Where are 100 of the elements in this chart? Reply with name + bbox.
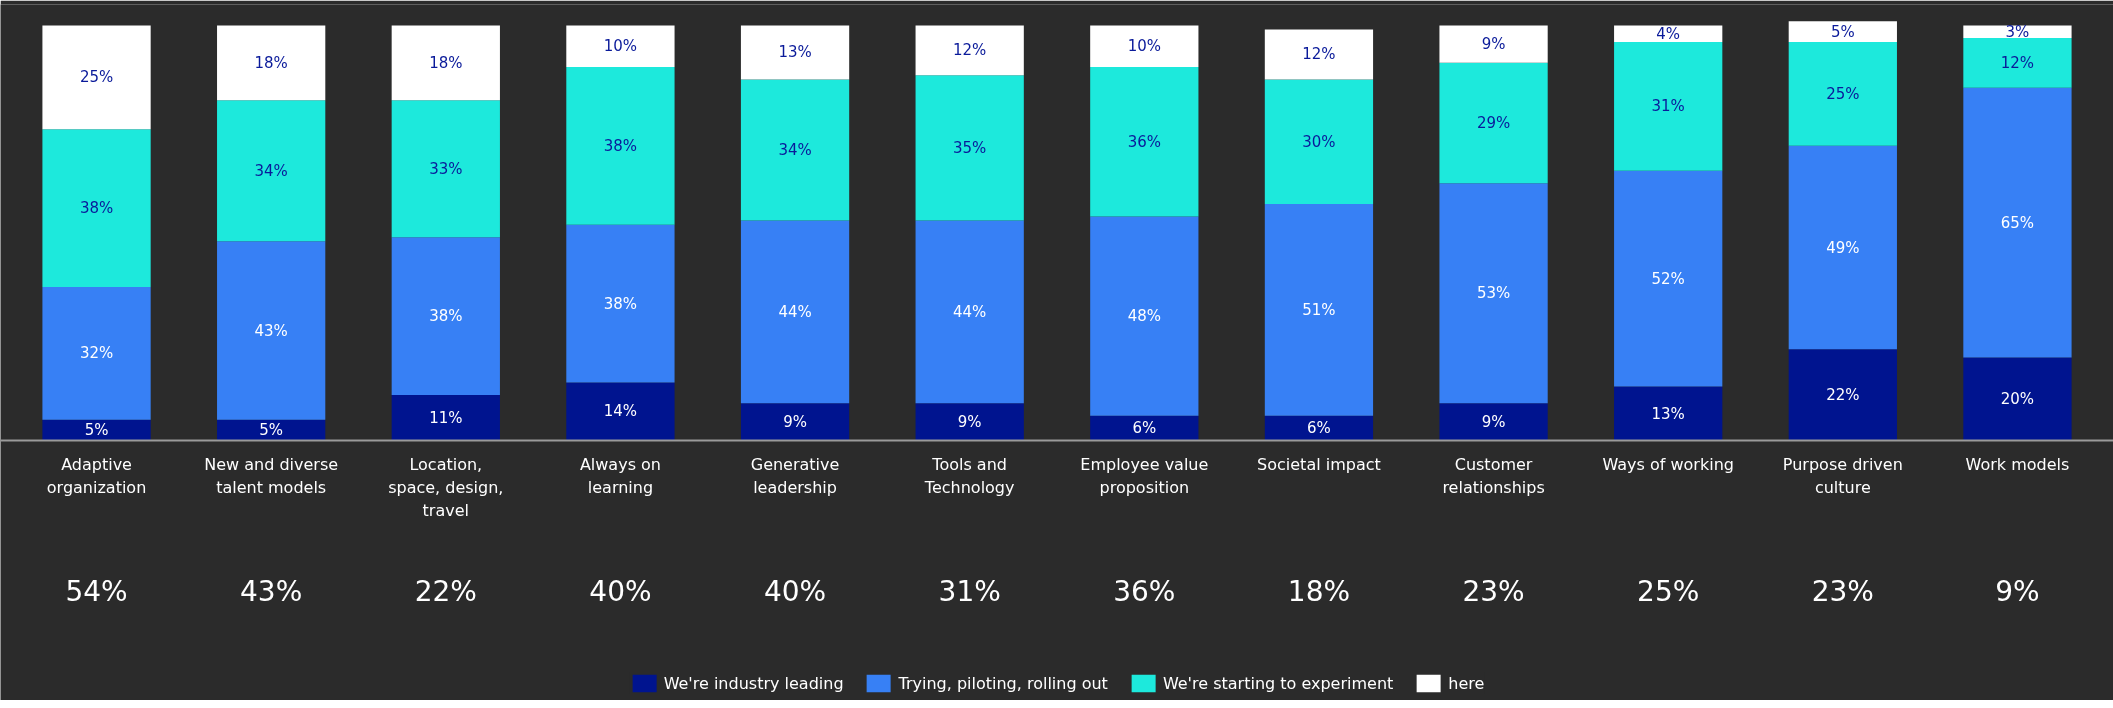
text: 40% (589, 574, 652, 608)
bar (1264, 203, 1374, 416)
text: 31% (938, 574, 1001, 608)
bar (1963, 87, 2072, 358)
data-label: 43% (254, 321, 288, 340)
bar (1614, 42, 1723, 171)
bar (1614, 170, 1723, 387)
data-label: 29% (1476, 113, 1511, 132)
data-label: 34% (778, 140, 812, 159)
text: 25% (1637, 574, 1700, 608)
data-label: 6% (1132, 419, 1157, 438)
bar (217, 241, 326, 420)
x-tick-label: Location, space, design, travel (388, 455, 504, 520)
x-tick-label: Tools and Technology (923, 455, 1015, 498)
x-tick-label: Customer relationships (1442, 455, 1545, 498)
x-tick-label: Work models (1965, 455, 2070, 475)
bar (42, 129, 151, 287)
data-label: 18% (429, 53, 463, 72)
bar (391, 394, 500, 441)
data-label: 12% (2000, 53, 2035, 72)
data-label: 33% (429, 159, 463, 178)
data-label: 3% (2005, 22, 2030, 41)
data-label: 12% (1302, 45, 1336, 64)
data-label: 52% (1651, 269, 1685, 288)
bar (217, 25, 326, 101)
bar (1614, 25, 1723, 43)
data-label: 5% (259, 421, 284, 440)
data-label: 9% (1481, 35, 1506, 54)
bar (566, 66, 675, 225)
bar (1090, 25, 1199, 67)
bar (1264, 29, 1374, 80)
data-label: 22% (1826, 385, 1860, 404)
bar (740, 25, 850, 80)
bar (1439, 183, 1548, 404)
data-label: 38% (603, 136, 638, 155)
text: 36% (1113, 574, 1176, 608)
bar (566, 382, 675, 441)
bar (42, 419, 151, 441)
legend-label: Trying, piloting, rolling out (898, 673, 1108, 693)
data-label: 10% (603, 37, 638, 56)
data-label: 36% (1127, 132, 1161, 151)
bar (740, 403, 850, 441)
bar (1090, 415, 1199, 441)
bar (1614, 386, 1723, 441)
data-label: 30% (1302, 132, 1336, 151)
data-label: 53% (1476, 284, 1511, 303)
bar (1090, 66, 1199, 217)
data-label: 9% (783, 412, 807, 431)
data-label: 9% (957, 412, 982, 431)
text: 9% (1995, 574, 2040, 608)
data-label: 44% (953, 302, 987, 321)
bar (1963, 37, 2072, 88)
legend-label: here (1448, 673, 1485, 693)
data-label: 5% (1830, 22, 1855, 41)
bar (391, 100, 500, 238)
bar (1788, 349, 1897, 441)
data-label: 38% (603, 294, 638, 313)
x-tick-label: Generative leadership (750, 455, 840, 498)
bar (1439, 62, 1548, 184)
bar (740, 79, 850, 221)
x-tick-label: Always on learning (579, 455, 661, 498)
data-label: 44% (778, 302, 812, 321)
data-label: 13% (1651, 404, 1685, 423)
bar (1788, 21, 1897, 43)
x-tick-label: Societal impact (1257, 455, 1381, 475)
bar (1090, 216, 1199, 416)
data-label: 25% (79, 68, 114, 87)
bar (1963, 357, 2072, 441)
data-label: 5% (84, 421, 109, 440)
bar (915, 403, 1024, 441)
text: 54% (65, 574, 128, 608)
data-label: 51% (1302, 300, 1336, 319)
data-label: 65% (2000, 213, 2035, 232)
bar (566, 224, 675, 383)
x-tick-label: Purpose driven culture (1782, 455, 1903, 498)
data-label: 38% (79, 199, 114, 218)
bar (740, 220, 850, 404)
text: 40% (763, 574, 827, 608)
bar (1963, 25, 2072, 38)
bar (1439, 403, 1548, 441)
bar (915, 75, 1024, 221)
bar (566, 25, 675, 67)
bar (391, 25, 500, 101)
x-tick-label: Adaptive organization (46, 455, 147, 498)
data-label: 4% (1656, 24, 1681, 43)
bar (217, 100, 326, 242)
bar (1439, 25, 1548, 63)
data-label: 13% (778, 43, 812, 62)
x-tick-label: Employee value proposition (1080, 455, 1209, 498)
data-label: 18% (254, 53, 288, 72)
data-label: 9% (1481, 412, 1506, 431)
data-label: 32% (79, 344, 114, 363)
bar (915, 25, 1024, 76)
text: 22% (414, 574, 477, 608)
data-label: 31% (1651, 97, 1685, 116)
bar (1264, 79, 1374, 204)
data-label: 10% (1127, 37, 1161, 56)
bar (391, 237, 500, 395)
text: 18% (1287, 574, 1351, 608)
legend-label: We're starting to experiment (1162, 673, 1394, 693)
